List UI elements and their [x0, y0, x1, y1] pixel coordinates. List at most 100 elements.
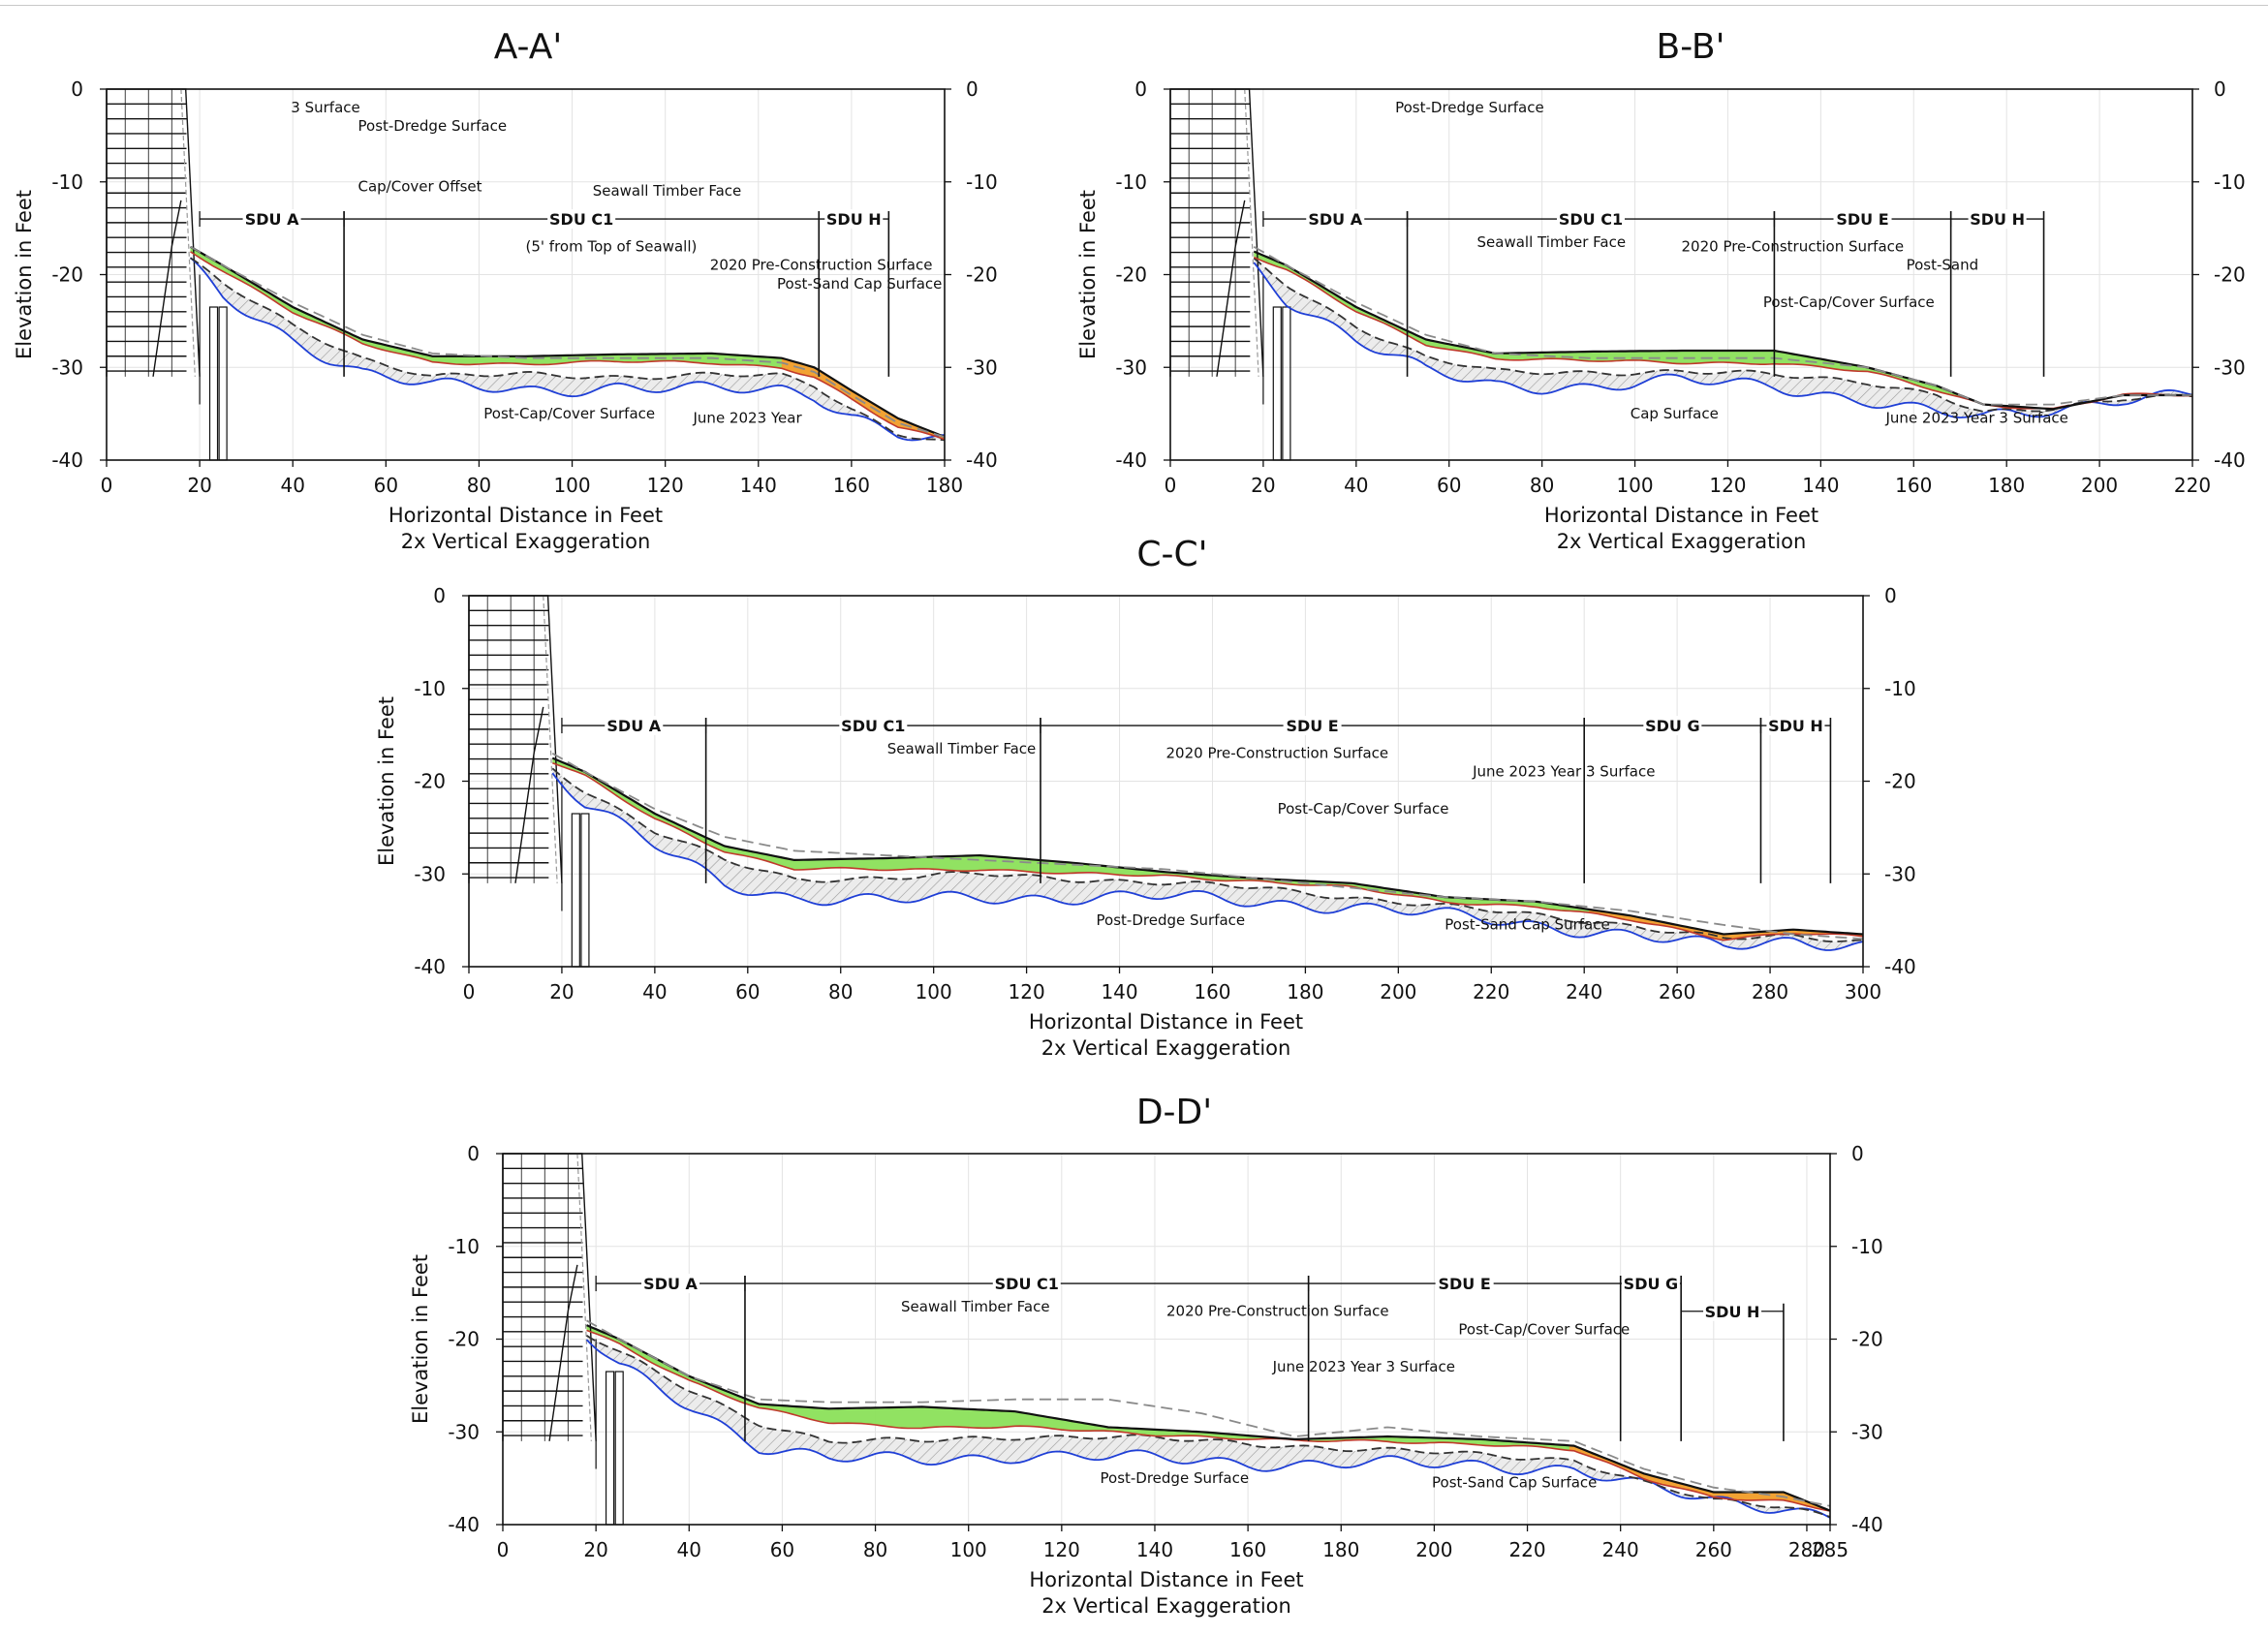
post-sand-cap-line: [586, 1335, 1831, 1518]
annotation-label: Post-Dredge Surface: [1097, 911, 1246, 929]
annotation-label: Seawall Timber Face: [593, 182, 742, 200]
y-axis-label: Elevation in Feet: [1076, 190, 1100, 359]
x-tick-label: 300: [1845, 980, 1881, 1003]
chart-panel-2: B-B' 0 20 40 60 80 100 120 140 160 180 200 220 0 0 -10 -…: [1076, 27, 2246, 553]
y-tick-label: -10: [1115, 170, 1147, 194]
y-tick-label: -10: [414, 677, 446, 700]
y-tick-label-right: -10: [2214, 170, 2246, 194]
y-tick-label-right: -10: [966, 170, 998, 194]
x-tick-label: 120: [647, 474, 684, 497]
x-axis-sublabel: 2x Vertical Exaggeration: [401, 530, 651, 553]
x-tick-label: 180: [1287, 980, 1323, 1003]
sdu-label: SDU G: [1624, 1275, 1679, 1293]
sdu-label-bg: [641, 1274, 700, 1294]
seawall-face: [184, 88, 201, 377]
seawall-pile: [208, 306, 219, 461]
x-tick-label: 60: [735, 980, 760, 1003]
x-tick-label: 260: [1695, 1538, 1732, 1561]
sdu-label: SDU E: [1836, 210, 1888, 229]
sand-cap-hatch-fill: [586, 1335, 1830, 1518]
y-tick-label: 0: [467, 1142, 480, 1165]
x-axis-label: Horizontal Distance in Feet: [1029, 1568, 1303, 1591]
x-tick-label: 180: [1988, 474, 2025, 497]
annotation-label: Seawall Timber Face: [1477, 233, 1627, 251]
annotation-label: Cap/Cover Offset: [358, 177, 482, 195]
y-axis-label: Elevation in Feet: [375, 696, 398, 866]
y-tick-label-right: -40: [966, 448, 998, 472]
tie-rod: [1216, 200, 1246, 377]
sdu-label-bg: [1556, 209, 1625, 230]
sdu-label: SDU H: [1768, 717, 1823, 735]
june-2023-line: [190, 251, 946, 441]
x-tick-label: 80: [467, 474, 491, 497]
cap-offset-line: [1244, 88, 1259, 377]
annotation-label: June 2023 Year: [693, 410, 803, 427]
chart-title: D-D': [1136, 1093, 1212, 1132]
cap-cover-fill: [1254, 251, 2192, 410]
sdu-label-bg: [605, 716, 664, 736]
y-tick-label: -40: [448, 1513, 480, 1536]
top-divider: [0, 5, 2268, 6]
post-dredge-line: [189, 257, 946, 442]
sdu-label-bg: [1621, 1274, 1680, 1294]
seawall-pile: [580, 813, 590, 968]
sdu-label-bg: [824, 209, 884, 230]
annotation-label: Post-Dredge Surface: [1395, 99, 1544, 116]
x-tick-label: 200: [1415, 1538, 1452, 1561]
chart-title: C-C': [1136, 535, 1207, 574]
sdu-label-bg: [1968, 209, 2027, 230]
y-tick-label: 0: [1134, 77, 1147, 101]
chart-panel-4: D-D' 0 20 40 60 80 100 120 140 160 180 200 220 240 260…: [409, 1093, 1883, 1618]
x-tick-label: 40: [677, 1538, 701, 1561]
seawall-pile: [1282, 306, 1291, 461]
annotation-label: (5' from Top of Seawall): [526, 238, 698, 256]
x-tick-label: 100: [916, 980, 952, 1003]
x-tick-label: 160: [833, 474, 870, 497]
sdu-label: SDU A: [606, 717, 661, 735]
x-tick-label: 120: [1009, 980, 1045, 1003]
x-tick-label: 160: [1229, 1538, 1266, 1561]
seawall-pile: [614, 1371, 624, 1526]
sdu-label: SDU C1: [841, 717, 905, 735]
sdu-label: SDU C1: [1559, 210, 1623, 229]
x-tick-label: 140: [1101, 980, 1137, 1003]
y-tick-label: -40: [414, 955, 446, 978]
sdu-label: SDU C1: [549, 210, 613, 229]
sdu-label-bg: [1435, 1274, 1494, 1294]
pre-construction-line: [1253, 246, 2192, 406]
sdu-label: SDU E: [1286, 717, 1338, 735]
chart-panel-3: C-C' 0 20 40 60 80 100 120 140 160 180 200 220 240 260…: [375, 535, 1916, 1060]
seawall-pile: [218, 306, 228, 461]
sand-cap-hatch-fill: [1254, 258, 2192, 418]
x-tick-label: 285: [1812, 1538, 1849, 1561]
annotation-label: Post-Sand Cap Surface: [1445, 916, 1609, 934]
y-tick-label: -30: [448, 1420, 480, 1443]
x-axis-sublabel: 2x Vertical Exaggeration: [1041, 1594, 1291, 1618]
sdu-label: SDU E: [1439, 1275, 1491, 1293]
x-tick-label: 200: [1380, 980, 1416, 1003]
post-sand-cap-line: [1253, 257, 2193, 413]
y-tick-label-right: 0: [2214, 77, 2226, 101]
annotation-label: June 2023 Year 3 Surface: [1885, 410, 2068, 427]
sdu-label: SDU A: [245, 210, 299, 229]
x-tick-label: 20: [1251, 474, 1275, 497]
y-tick-label-right: -20: [1884, 770, 1916, 793]
x-tick-label: 60: [770, 1538, 794, 1561]
post-dredge-line: [1253, 262, 2193, 419]
post-cap-cover-line: [586, 1324, 1831, 1512]
x-tick-label: 0: [497, 1538, 510, 1561]
y-tick-label-right: 0: [1851, 1142, 1864, 1165]
annotation-label: 2020 Pre-Construction Surface: [710, 257, 933, 274]
annotation-label: Post-Sand: [1907, 257, 1979, 274]
annotation-label: Seawall Timber Face: [901, 1298, 1050, 1315]
y-tick-label: -10: [448, 1235, 480, 1258]
annotation-label: Seawall Timber Face: [887, 740, 1037, 757]
y-tick-label-right: 0: [966, 77, 979, 101]
x-axis-label: Horizontal Distance in Feet: [1544, 504, 1818, 527]
sdu-label: SDU G: [1645, 717, 1700, 735]
annotation-label: 3 Surface: [291, 99, 359, 116]
chart-panel-1: A-A' 0 20 40 60 80 100 120 140 160 180 0 0 -10 -10 -20 -…: [13, 27, 998, 553]
x-tick-label: 0: [101, 474, 113, 497]
y-tick-label: -30: [51, 355, 83, 379]
